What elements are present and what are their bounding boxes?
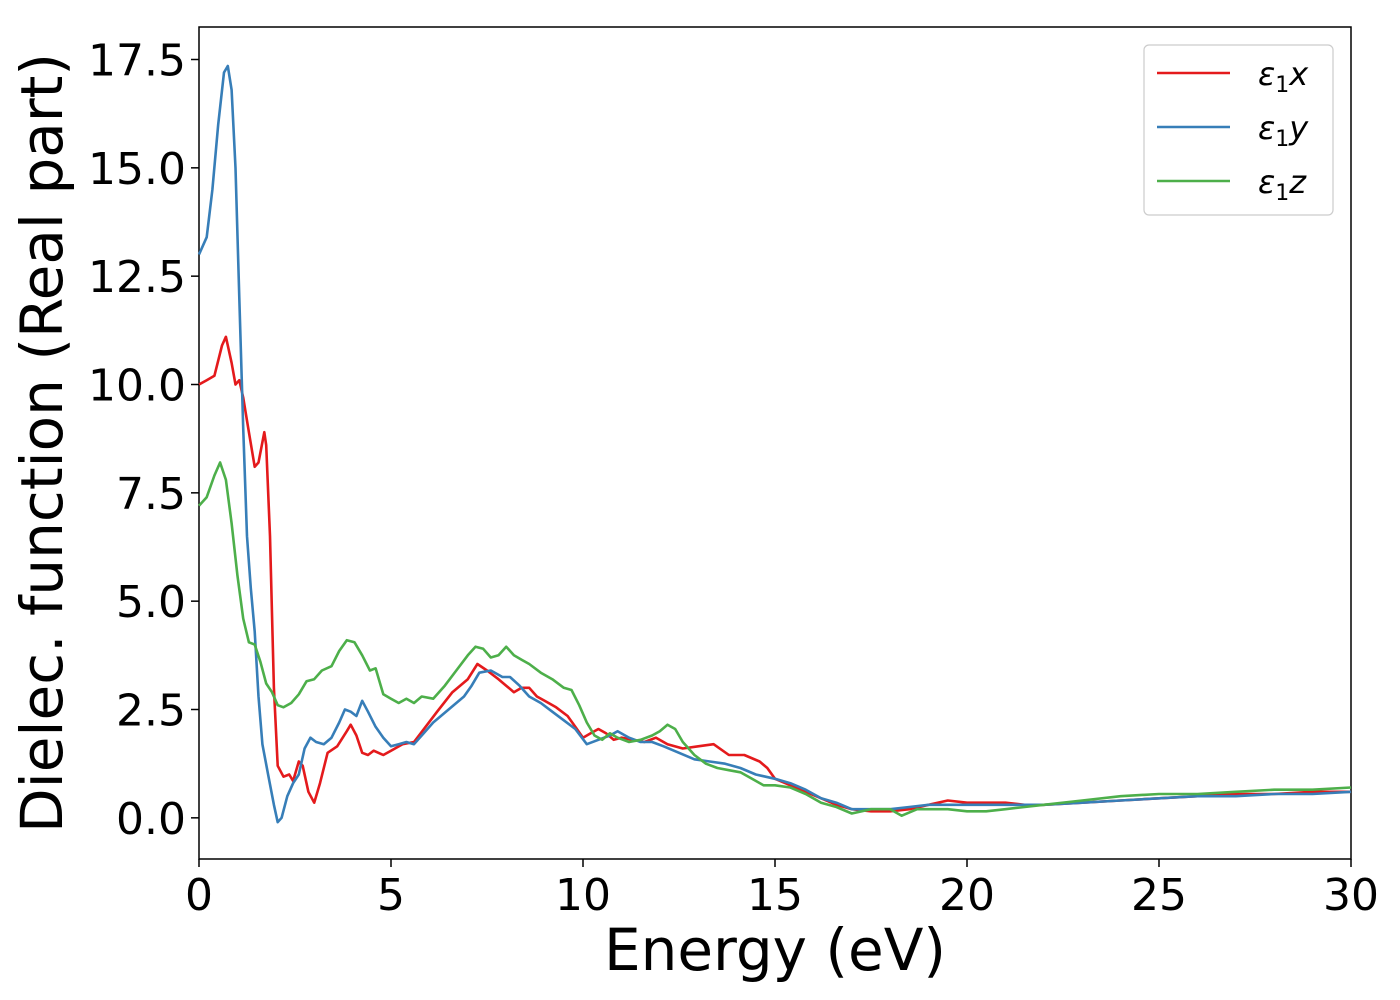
x-tick-label: 20 [939, 870, 995, 921]
x-tick-label: 30 [1323, 870, 1379, 921]
x-tick-label: 25 [1131, 870, 1187, 921]
series-line-y [197, 64, 1352, 824]
ticks-layer: 0 5 10 15 20 25 30 0.0 2.5 5.0 7.5 10.0 12.5 15.0 17.5 [88, 36, 1379, 922]
y-tick-label: 2.5 [116, 686, 186, 737]
y-tick-label: 12.5 [88, 252, 186, 303]
series-layer [197, 64, 1352, 824]
y-axis-label: Dielec. function (Real part) [8, 53, 76, 833]
x-tick-label: 10 [555, 870, 611, 921]
x-tick-label: 5 [377, 870, 405, 921]
y-tick-label: 0.0 [116, 794, 186, 845]
legend-label-y: ε1y [1258, 109, 1309, 152]
x-tick-label: 15 [747, 870, 803, 921]
y-tick-label: 7.5 [116, 469, 186, 520]
y-tick-label: 5.0 [116, 577, 186, 628]
series-line-z [198, 461, 1352, 817]
legend-box [1143, 44, 1334, 216]
series-line-x [198, 335, 1351, 813]
y-tick-label: 10.0 [88, 361, 186, 412]
y-tick-label: 15.0 [88, 144, 186, 195]
x-tick-label: 0 [185, 870, 213, 921]
x-axis-label: Energy (eV) [604, 916, 946, 984]
y-tick-label: 17.5 [88, 36, 186, 87]
legend-label-x: ε1x [1258, 55, 1309, 98]
legend-label-z: ε1z [1258, 163, 1307, 206]
legend: ε1x ε1y ε1z [1143, 44, 1334, 216]
